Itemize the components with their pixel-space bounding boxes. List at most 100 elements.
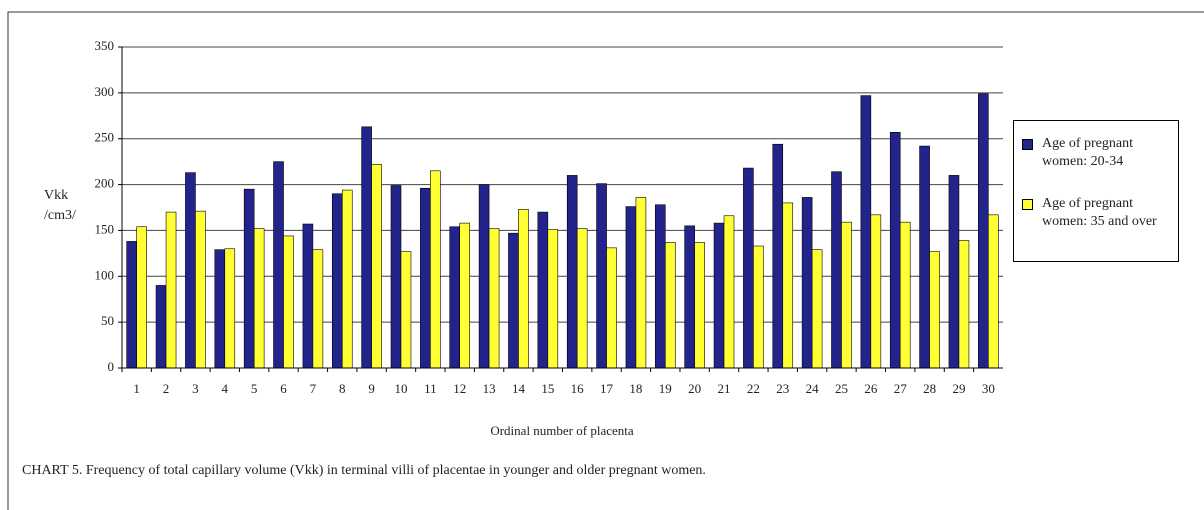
bar — [801, 197, 813, 369]
bar — [400, 251, 412, 369]
y-tick-label: 250 — [95, 130, 115, 145]
bar — [694, 242, 705, 369]
bar — [635, 197, 647, 369]
bar — [331, 193, 343, 369]
x-tick-label: 17 — [600, 381, 614, 396]
bar — [488, 228, 500, 369]
x-tick-label: 27 — [894, 381, 908, 396]
y-tick-label: 200 — [95, 176, 115, 191]
x-tick-label: 9 — [368, 381, 375, 396]
bar — [870, 214, 882, 369]
bar — [929, 251, 940, 369]
x-tick-label: 12 — [453, 381, 466, 396]
bar — [390, 185, 402, 369]
x-tick-label: 24 — [806, 381, 820, 396]
bar — [811, 249, 823, 369]
bar — [224, 248, 236, 369]
bar — [430, 170, 441, 369]
bar — [654, 204, 666, 369]
bar — [988, 214, 999, 369]
x-tick-label: 13 — [483, 381, 496, 396]
bar — [713, 222, 725, 369]
bar — [948, 175, 960, 369]
x-axis-label: Ordinal number of placenta — [490, 423, 634, 438]
bar — [253, 228, 265, 369]
bar — [312, 249, 324, 369]
x-tick-label: 10 — [394, 381, 407, 396]
legend: Age of pregnant women: 20-34 Age of pregn… — [1013, 120, 1179, 262]
legend-label: Age of pregnant women: 20-34 — [1042, 136, 1133, 169]
x-tick-label: 19 — [659, 381, 672, 396]
bar — [596, 183, 607, 369]
bar — [782, 202, 794, 369]
y-tick-label: 0 — [108, 359, 115, 374]
y-tick-label: 100 — [95, 267, 115, 282]
bar — [341, 189, 353, 369]
bar — [547, 229, 559, 369]
x-tick-label: 28 — [923, 381, 936, 396]
y-tick-label: 150 — [95, 221, 115, 236]
bar — [753, 245, 764, 369]
bar — [684, 225, 695, 369]
y-tick-label: 350 — [95, 38, 115, 53]
bar — [126, 241, 137, 369]
bar — [273, 161, 284, 369]
x-tick-label: 4 — [222, 381, 229, 396]
x-tick-label: 14 — [512, 381, 526, 396]
x-tick-label: 5 — [251, 381, 258, 396]
y-tick-label: 50 — [101, 313, 114, 328]
legend-swatch — [1022, 139, 1033, 150]
bar — [899, 221, 911, 369]
bar — [566, 175, 578, 369]
bar — [165, 211, 177, 369]
y-axis-label: Vkk /cm3/ — [44, 188, 76, 223]
bar — [302, 223, 314, 369]
bar — [185, 172, 196, 369]
bar — [195, 210, 206, 369]
y-tick-label: 300 — [95, 84, 115, 99]
x-tick-label: 23 — [776, 381, 789, 396]
bar — [155, 285, 167, 369]
bar — [576, 228, 588, 369]
x-tick-label: 7 — [310, 381, 317, 396]
bar — [420, 187, 431, 369]
bar — [831, 171, 842, 369]
bar — [243, 188, 255, 369]
x-tick-label: 25 — [835, 381, 848, 396]
bar — [664, 242, 676, 369]
bar — [508, 232, 519, 369]
bar — [958, 240, 970, 369]
x-tick-label: 22 — [747, 381, 760, 396]
x-tick-label: 11 — [424, 381, 437, 396]
bar — [860, 95, 872, 369]
caption: CHART 5. Frequency of total capillary vo… — [22, 463, 706, 478]
bar — [743, 167, 754, 369]
legend-item: Age of pregnant women: 35 and over — [1022, 195, 1172, 231]
frame — [7, 11, 1204, 510]
legend-item: Age of pregnant women: 20-34 — [1022, 135, 1172, 171]
bar — [889, 131, 901, 369]
x-tick-label: 18 — [629, 381, 642, 396]
legend-label: Age of pregnant women: 35 and over — [1042, 196, 1157, 229]
bar — [625, 206, 637, 369]
bar — [449, 226, 461, 369]
bar — [723, 215, 735, 369]
x-tick-label: 15 — [541, 381, 554, 396]
bar — [919, 145, 930, 369]
legend-swatch — [1022, 199, 1033, 210]
x-tick-label: 2 — [163, 381, 170, 396]
bar — [361, 126, 372, 369]
bar — [459, 222, 471, 369]
bar — [606, 247, 617, 369]
x-tick-label: 21 — [718, 381, 731, 396]
bar — [841, 221, 852, 369]
x-tick-label: 8 — [339, 381, 346, 396]
bar — [478, 184, 490, 369]
bar — [537, 211, 549, 369]
bar — [283, 235, 294, 369]
bar — [772, 143, 784, 369]
x-tick-label: 30 — [982, 381, 995, 396]
bar — [214, 249, 226, 369]
